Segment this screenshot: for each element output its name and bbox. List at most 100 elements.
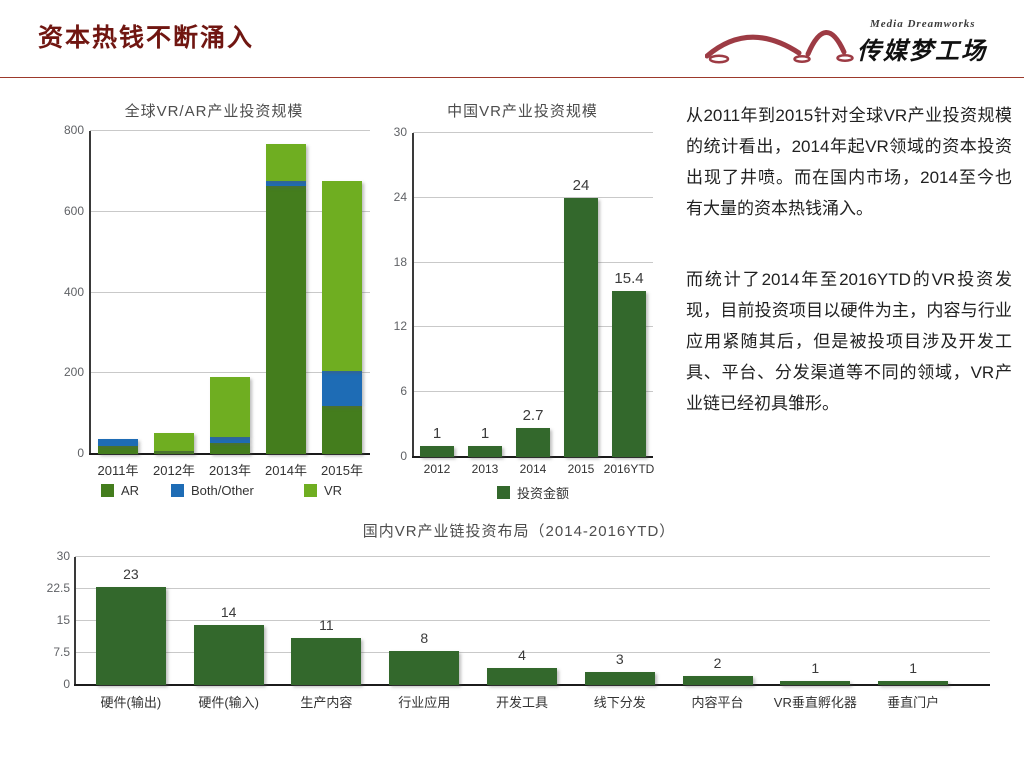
x-tick-label: 线下分发 [593, 695, 646, 710]
bar-china-3-投资金额 [564, 197, 598, 457]
y-tick-label: 12 [393, 319, 407, 334]
bar-value-label: 4 [518, 646, 526, 663]
chart-title-global: 全球VR/AR产业投资规模 [124, 103, 304, 120]
logo: Media Dreamworks 传媒梦工场 [705, 12, 1017, 70]
x-tick-label: 2015 [567, 462, 595, 476]
chart-title-china: 中国VR产业投资规模 [447, 103, 598, 120]
x-axis [412, 456, 653, 458]
gridline [413, 326, 653, 328]
legend-item-AR: AR [101, 483, 139, 498]
legend-item-VR: VR [304, 483, 342, 498]
bar-global-4-AR [322, 405, 362, 454]
legend: 投资金额 [413, 483, 653, 502]
gridline [90, 291, 370, 293]
commentary-paragraph-2: 而统计了2014年至2016YTD的VR投资发现，目前投资项目以硬件为主，内容与… [686, 270, 1012, 413]
gridline [413, 132, 653, 133]
legend-label: Both/Other [191, 483, 254, 498]
x-tick-label: 垂直门户 [887, 695, 940, 710]
bar-global-4-Both/Other [322, 371, 362, 406]
bar-china-1-投资金额 [468, 446, 502, 457]
x-tick-label: 生产内容 [300, 695, 353, 710]
legend-item-投资金额: 投资金额 [496, 483, 569, 502]
bar-global-3-AR [266, 185, 306, 454]
legend-label: AR [121, 483, 140, 498]
bar-value-label: 2 [713, 655, 722, 672]
chart-global-vr-ar-investment: 全球VR/AR产业投资规模 0 200 400 600 800 2011年 2012年 2013… [38, 96, 390, 508]
gridline [413, 391, 653, 393]
legend-swatch-icon [496, 486, 510, 499]
bar-chain-2 [291, 638, 362, 685]
logo-tagline: Media Dreamworks [870, 18, 976, 30]
x-tick-label: 2011年 [97, 463, 139, 478]
legend-label: VR [324, 483, 343, 498]
gridline [90, 372, 370, 374]
y-tick-label: 800 [63, 123, 84, 137]
page-title: 资本热钱不断涌入 [38, 24, 255, 52]
bar-value-label: 15.4 [614, 269, 644, 287]
y-tick-label: 0 [77, 446, 84, 460]
commentary-paragraph-1: 从2011年到2015针对全球VR产业投资规模的统计看出，2014年起VR领域的… [686, 106, 1012, 218]
bar-global-0-AR [98, 445, 138, 454]
bar-china-2-投资金额 [516, 427, 550, 457]
gridline [413, 261, 653, 263]
bar-chain-5 [584, 672, 655, 685]
bar-china-0-投资金额 [420, 446, 454, 457]
legend-swatch-icon [171, 484, 184, 497]
bar-value-label: 1 [909, 659, 917, 676]
gridline [75, 652, 990, 653]
gridline [90, 130, 370, 131]
y-tick-label: 24 [393, 189, 407, 204]
gridline [75, 556, 990, 557]
x-tick-label: 2014年 [265, 463, 307, 478]
y-axis [74, 557, 76, 685]
bar-global-0-Both/Other [98, 439, 138, 446]
x-tick-label: 内容平台 [691, 695, 744, 710]
bar-global-2-Both/Other [210, 436, 250, 443]
bar-chain-8 [878, 680, 949, 685]
x-tick-label: 2012 [423, 462, 451, 476]
bar-global-3-VR [266, 143, 306, 182]
bar-global-1-VR [154, 432, 194, 451]
bar-chain-7 [780, 680, 851, 685]
y-tick-label: 400 [63, 284, 84, 299]
bar-value-label: 1 [480, 425, 490, 443]
x-tick-label: 2012年 [153, 463, 195, 478]
bar-global-2-AR [210, 442, 250, 454]
bar-value-label: 14 [220, 604, 237, 621]
x-tick-label: 开发工具 [495, 695, 548, 710]
y-axis [89, 131, 91, 454]
y-tick-label: 200 [63, 365, 84, 380]
bar-global-3-Both/Other [266, 181, 306, 186]
legend-swatch-icon [101, 484, 114, 497]
logo-name: 传媒梦工场 [857, 38, 987, 65]
chart-title-chain: 国内VR产业链投资布局（2014-2016YTD） [362, 523, 676, 540]
bar-chain-3 [389, 650, 460, 685]
bar-value-label: 1 [432, 425, 442, 443]
y-tick-label: 18 [393, 254, 407, 269]
bar-chain-1 [193, 625, 264, 685]
y-tick-label: 15 [56, 613, 70, 627]
y-axis [412, 133, 414, 457]
bar-global-4-VR [322, 181, 362, 372]
logo-bounce-icon [705, 30, 854, 64]
bar-value-label: 1 [811, 659, 820, 676]
gridline [413, 196, 653, 198]
x-tick-label: 2015年 [321, 463, 363, 478]
x-tick-label: 2014 [519, 462, 547, 476]
x-tick-label: 2016YTD [603, 462, 655, 476]
bar-global-1-AR [154, 450, 194, 454]
x-tick-label: 行业应用 [398, 695, 451, 710]
y-tick-label: 0 [63, 677, 70, 691]
bar-value-label: 23 [123, 565, 139, 582]
x-axis [74, 684, 990, 686]
bar-value-label: 2.7 [522, 406, 544, 424]
commentary-panel: 从2011年到2015针对全球VR产业投资规模的统计看出，2014年起VR领域的… [686, 100, 1012, 459]
y-tick-label: 0 [400, 449, 407, 463]
y-tick-label: 6 [400, 384, 407, 399]
bar-value-label: 11 [319, 617, 334, 634]
bar-value-label: 24 [572, 176, 590, 194]
y-tick-label: 30 [56, 549, 70, 563]
gridline [90, 210, 370, 212]
chart-china-vr-investment: 中国VR产业投资规模 0 6 12 18 24 30 1 2012 1 2013 2.7 2014 24 2… [380, 96, 665, 508]
